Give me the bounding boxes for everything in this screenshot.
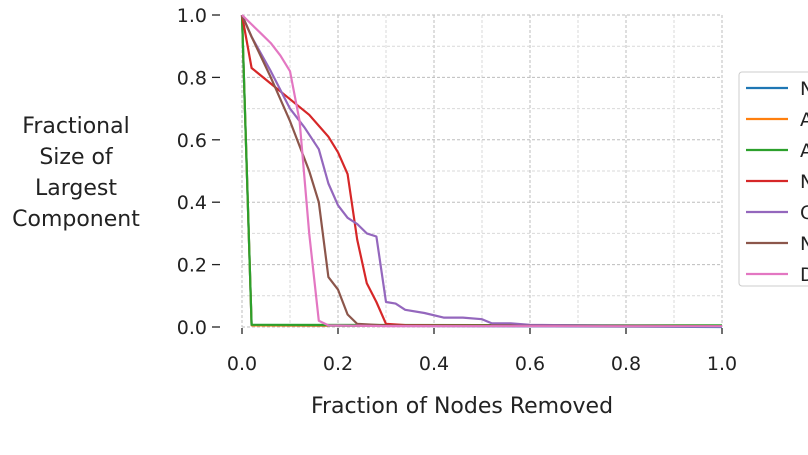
series-lines xyxy=(240,14,723,329)
legend-label-4: N xyxy=(800,171,808,193)
y-axis-label-line-4: Component xyxy=(12,207,140,232)
x-tick-label: 0.6 xyxy=(515,353,545,375)
legend-label-1: N xyxy=(800,78,808,100)
x-tick-label: 0.2 xyxy=(323,353,353,375)
x-tick-label: 0.0 xyxy=(227,353,257,375)
grid xyxy=(241,14,723,328)
x-axis-label: Fraction of Nodes Removed xyxy=(311,394,613,419)
legend-label-5: C xyxy=(800,202,808,224)
y-axis-ticks: 0.0 0.2 0.4 0.6 0.8 1.0 xyxy=(177,5,220,339)
series-line-7 xyxy=(241,14,723,328)
y-tick-label: 0.0 xyxy=(177,317,207,339)
legend-label-2: A xyxy=(800,109,808,131)
legend-box xyxy=(738,71,808,287)
y-axis-label-line-3: Largest xyxy=(35,176,117,201)
series-line-5 xyxy=(240,14,723,328)
legend-label-7: D xyxy=(800,264,808,286)
y-tick-label: 0.8 xyxy=(177,67,207,89)
x-tick-label: 0.4 xyxy=(419,353,449,375)
y-axis-label-line-1: Fractional xyxy=(22,114,129,139)
x-axis-ticks: 0.0 0.2 0.4 0.6 0.8 1.0 xyxy=(227,328,737,375)
y-tick-label: 0.4 xyxy=(177,192,207,214)
legend-label-3: A xyxy=(800,140,808,162)
x-tick-label: 0.8 xyxy=(611,353,641,375)
y-axis-label: Fractional Size of Largest Component xyxy=(12,114,140,232)
x-tick-label: 1.0 xyxy=(707,353,737,375)
y-tick-label: 0.6 xyxy=(177,130,207,152)
legend-label-6: N xyxy=(800,233,808,255)
y-tick-label: 0.2 xyxy=(177,255,207,277)
y-axis-label-line-2: Size of xyxy=(39,145,114,170)
y-tick-label: 1.0 xyxy=(177,5,207,27)
